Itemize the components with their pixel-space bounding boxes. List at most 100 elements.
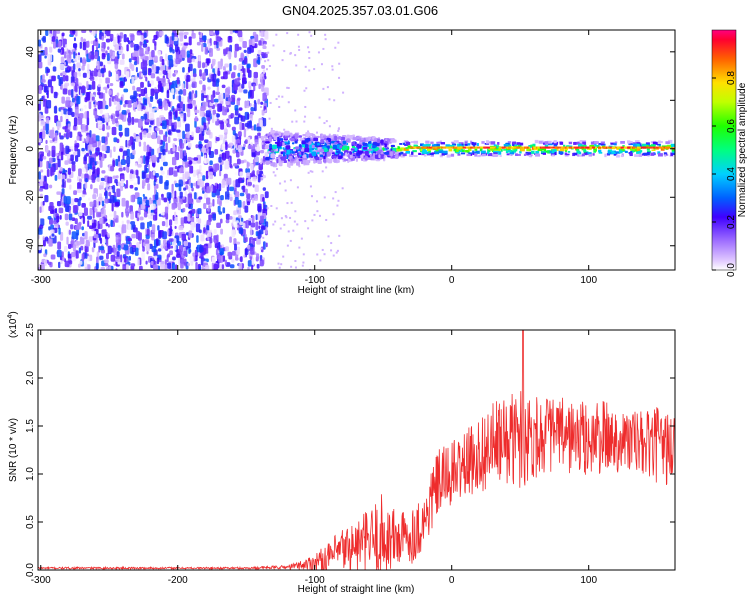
x-tick-label: 100 <box>580 575 597 586</box>
signal-cell <box>294 140 298 144</box>
carrier-cell <box>627 140 631 144</box>
noise-cell <box>43 86 49 93</box>
noise-cell <box>224 259 227 266</box>
sparse-cell <box>322 87 325 90</box>
noise-cell <box>78 72 82 77</box>
noise-cell <box>99 181 105 186</box>
noise-cell <box>131 96 135 104</box>
noise-cell <box>71 231 77 240</box>
noise-cell <box>160 166 164 171</box>
noise-cell <box>167 150 171 155</box>
carrier-cell <box>403 147 409 151</box>
sparse-cell <box>289 239 292 242</box>
sparse-cell <box>267 59 270 62</box>
noise-cell <box>168 59 174 68</box>
carrier-cell <box>487 152 493 157</box>
noise-cell <box>73 117 78 127</box>
sparse-cell <box>308 51 311 54</box>
carrier-cell <box>575 148 580 151</box>
noise-cell <box>150 88 155 96</box>
noise-cell <box>64 160 69 165</box>
sparse-cell <box>270 205 273 208</box>
carrier-cell <box>604 153 607 158</box>
noise-cell <box>238 227 244 234</box>
carrier-peak-cell <box>603 146 607 149</box>
noise-cell <box>250 246 255 255</box>
carrier-cell <box>467 147 471 150</box>
noise-cell <box>246 201 251 206</box>
carrier-cell <box>441 152 445 156</box>
noise-cell <box>208 146 211 156</box>
carrier-cell <box>479 154 484 157</box>
signal-cell <box>365 137 369 143</box>
noise-cell <box>179 191 183 199</box>
noise-cell <box>101 144 107 152</box>
carrier-cell <box>666 147 670 150</box>
noise-cell <box>65 221 69 226</box>
carrier-cell <box>643 144 647 148</box>
noise-cell <box>191 131 194 137</box>
noise-cell <box>135 136 140 143</box>
noise-cell <box>67 65 70 71</box>
noise-cell <box>241 179 245 184</box>
carrier-peak-cell <box>486 146 490 149</box>
noise-cell <box>258 229 264 235</box>
noise-cell <box>139 41 143 46</box>
carrier-cell <box>407 145 412 148</box>
noise-cell <box>74 144 79 152</box>
noise-cell <box>59 166 63 172</box>
carrier-cell <box>598 142 603 145</box>
noise-cell <box>126 109 130 114</box>
noise-cell <box>126 155 131 165</box>
noise-cell <box>142 43 148 48</box>
noise-cell <box>99 184 104 190</box>
signal-cell <box>390 139 395 143</box>
sparse-cell <box>289 179 292 182</box>
noise-cell <box>265 242 268 248</box>
noise-cell <box>64 260 70 268</box>
carrier-cell <box>403 153 407 157</box>
noise-cell <box>65 69 71 73</box>
sparse-cell <box>267 51 270 54</box>
carrier-cell <box>528 145 532 148</box>
carrier-cell <box>533 147 539 151</box>
carrier-cell <box>431 152 436 155</box>
noise-cell <box>121 211 124 218</box>
noise-cell <box>257 49 262 55</box>
noise-cell <box>53 41 57 49</box>
noise-cell <box>86 70 90 79</box>
carrier-cell <box>510 151 514 155</box>
signal-cell <box>266 161 272 165</box>
carrier-cell <box>474 151 478 155</box>
sparse-cell <box>283 223 286 226</box>
carrier-peak-cell <box>451 146 455 149</box>
noise-cell <box>50 85 54 94</box>
noise-cell <box>199 125 205 129</box>
noise-cell <box>220 194 224 201</box>
noise-cell <box>232 149 236 154</box>
noise-cell <box>189 49 193 55</box>
noise-cell <box>101 208 106 218</box>
noise-cell <box>119 59 125 65</box>
carrier-cell <box>516 142 521 145</box>
carrier-cell <box>429 147 433 151</box>
noise-cell <box>106 132 110 138</box>
noise-cell <box>169 225 173 235</box>
signal-cell <box>284 130 290 136</box>
noise-cell <box>123 33 127 43</box>
sparse-cell <box>303 120 306 123</box>
signal-cell <box>362 146 368 150</box>
noise-cell <box>229 63 232 72</box>
noise-cell <box>69 184 72 190</box>
noise-cell <box>92 161 95 168</box>
sparse-cell <box>297 45 300 48</box>
carrier-cell <box>658 144 661 148</box>
noise-cell <box>251 215 255 223</box>
carrier-peak-cell <box>539 146 543 149</box>
noise-cell <box>260 30 264 37</box>
carrier-cell <box>546 140 552 144</box>
noise-cell <box>81 167 86 172</box>
noise-cell <box>137 118 143 128</box>
noise-cell <box>104 229 107 236</box>
noise-cell <box>42 155 47 160</box>
